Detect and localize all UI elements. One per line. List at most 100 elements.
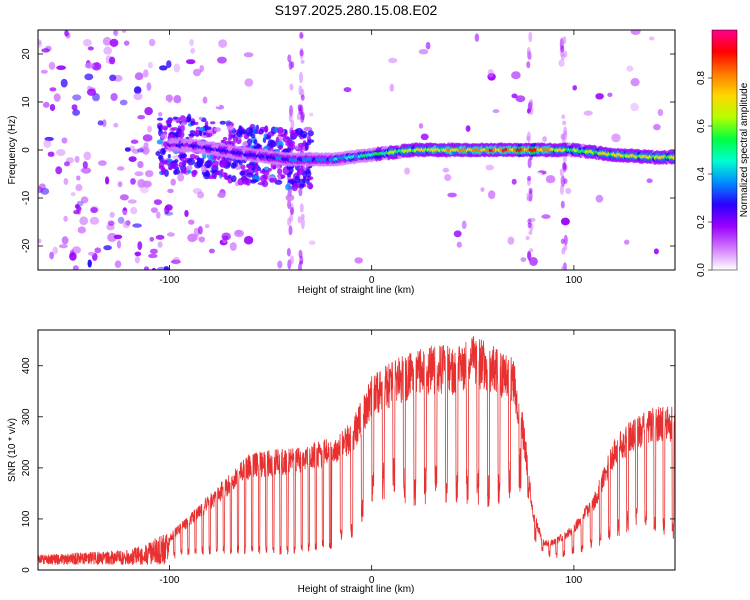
spectrogram-cell <box>220 168 224 173</box>
spectrogram-cell <box>529 257 538 266</box>
spectrogram-cell <box>97 120 104 126</box>
spectrogram-cell <box>204 160 212 169</box>
snr-x-tick-label: -100 <box>159 575 179 586</box>
spectrogram-cell <box>563 244 568 251</box>
spectrogram-cell <box>204 126 212 131</box>
spectrogram-cell <box>563 126 568 136</box>
spectrogram-cell <box>263 133 267 139</box>
spectrogram-cell <box>156 266 166 270</box>
spectrogram-cell <box>155 234 165 240</box>
spectrogram-cell <box>300 217 305 230</box>
spectrogram-cell <box>388 57 398 64</box>
snr-y-tick-label: 200 <box>21 459 32 476</box>
spectrogram-cell <box>61 137 68 144</box>
spectrogram-cell <box>94 247 102 254</box>
spectrogram-cell <box>634 224 645 231</box>
spectrogram-cell <box>156 139 163 145</box>
spectrogram-cell <box>474 33 480 42</box>
spectrogram-cell <box>630 102 639 112</box>
spectrogram-cell <box>148 38 156 47</box>
spectrogram-cell <box>526 192 531 201</box>
spectrogram-cell <box>291 132 298 139</box>
spectrogram-cell <box>268 168 272 172</box>
spectrogram-cell <box>626 65 634 72</box>
colorbar-ticks: 0.0 0.2 0.4 0.6 0.8 <box>696 71 712 277</box>
snr-x-tick-label: 0 <box>369 575 375 586</box>
colorbar-tick-label: 0.8 <box>696 71 707 85</box>
spectrogram-cell <box>492 109 500 114</box>
spectrogram-cell <box>244 169 249 173</box>
spectrogram-cell <box>76 200 84 207</box>
colorbar-tick-label: 0.0 <box>696 263 707 277</box>
spectrogram-cell <box>562 155 567 163</box>
spectrogram-cell <box>173 63 181 73</box>
spectrogram-y-tick-label: -10 <box>21 190 32 205</box>
spectrogram-cell <box>76 206 82 212</box>
spectrogram-cell <box>113 234 123 240</box>
spectrogram-cell <box>302 133 307 139</box>
spectrogram-cell <box>58 244 68 249</box>
spectrogram-cell <box>529 248 534 253</box>
spectrogram-cell <box>560 175 565 187</box>
spectrogram-cell <box>63 215 68 222</box>
spectrogram-cell <box>163 266 169 270</box>
spectrogram-cell <box>49 251 54 260</box>
spectrogram-cell <box>117 216 125 224</box>
spectrogram-cell <box>527 222 532 229</box>
spectrogram-cell <box>563 234 568 246</box>
spectrogram-cell <box>137 161 144 169</box>
spectrogram-cell <box>201 165 207 173</box>
spectrogram-cell <box>164 206 170 214</box>
spectrogram-cell <box>300 213 305 219</box>
spectrogram-cell <box>122 210 128 215</box>
spectrogram-cell <box>133 92 143 101</box>
spectrogram-cell <box>560 217 570 226</box>
spectrogram-cell <box>295 145 299 150</box>
spectrogram-cells <box>38 30 675 270</box>
spectrogram-cell <box>528 187 533 194</box>
spectrogram-cell <box>561 114 566 120</box>
spectrogram-cell <box>137 148 144 153</box>
spectrogram-cell <box>49 104 56 111</box>
spectrogram-cell <box>256 144 262 148</box>
spectrogram-cell <box>113 74 123 82</box>
spectrogram-cell <box>298 187 303 197</box>
spectrogram-cell <box>299 31 304 39</box>
spectrogram-cell <box>190 47 196 54</box>
spectrogram-cell <box>52 246 59 255</box>
spectrogram-cell <box>161 149 166 154</box>
spectrogram-cell <box>184 210 189 217</box>
spectrogram-cell <box>38 39 42 46</box>
spectrogram-cell <box>487 69 494 78</box>
spectrogram-cell <box>63 178 69 185</box>
snr-y-tick-label: 0 <box>21 567 32 573</box>
spectrogram-cell <box>86 88 97 96</box>
spectrogram-cell <box>218 39 228 48</box>
spectrogram-cell <box>302 176 307 184</box>
spectrogram-cell <box>186 59 196 65</box>
spectrogram-cell <box>595 194 604 203</box>
spectrogram-y-axis-label: Frequency (Hz) <box>7 116 18 185</box>
spectrogram-cell <box>221 139 227 144</box>
spectrogram-cell <box>150 207 158 214</box>
spectrogram-cell <box>47 151 55 157</box>
spectrogram-cell <box>64 161 70 167</box>
spectrogram-cell <box>563 50 568 58</box>
spectrogram-cell <box>167 188 174 194</box>
spectrogram-cell <box>246 138 253 146</box>
spectrogram-cell <box>245 127 253 134</box>
spectrogram-cell <box>240 164 246 170</box>
spectrogram-cell <box>231 175 237 183</box>
spectrogram-cell <box>192 68 202 77</box>
spectrogram-cell <box>122 30 127 33</box>
spectrogram-cell <box>91 62 102 71</box>
spectrogram-cell <box>162 167 166 173</box>
spectrogram-cell <box>69 249 75 257</box>
spectrogram-cell <box>187 233 198 243</box>
spectrogram-cell <box>630 30 641 35</box>
spectrogram-cell <box>137 115 146 120</box>
spectrogram-cell <box>250 179 259 183</box>
spectrogram-cell <box>158 154 164 163</box>
